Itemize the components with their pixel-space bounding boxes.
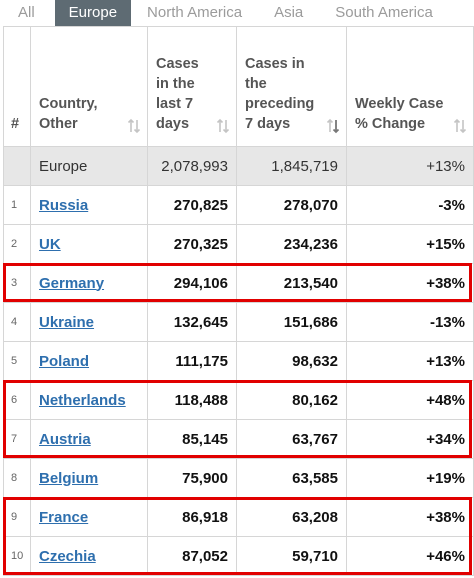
row-prev7: 278,070 [236, 185, 347, 225]
row-prev7: 59,710 [236, 536, 347, 576]
row-change: +19% [346, 458, 474, 498]
prev7-column-label: Cases in the preceding 7 days [245, 56, 315, 132]
row-last7: 75,900 [147, 458, 237, 498]
country-link[interactable]: Netherlands [39, 391, 126, 409]
table-row: 10 Czechia 87,052 59,710 +46% [3, 536, 474, 576]
country-link[interactable]: Russia [39, 196, 89, 214]
table-row: 2 UK 270,325 234,236 +15% [3, 224, 474, 264]
change-column-header[interactable]: Weekly Case % Change [346, 26, 474, 147]
row-last7: 111,175 [147, 341, 237, 381]
sort-arrows-icon[interactable] [453, 118, 467, 134]
row-country: Ukraine [30, 302, 148, 342]
table-row: 4 Ukraine 132,645 151,686 -13% [3, 302, 474, 342]
country-link[interactable]: France [39, 508, 89, 526]
country-link[interactable]: Germany [39, 274, 105, 292]
row-rank: 5 [3, 341, 31, 381]
row-prev7: 80,162 [236, 380, 347, 420]
country-link[interactable]: UK [39, 235, 61, 253]
row-change: +15% [346, 224, 474, 264]
row-country: France [30, 497, 148, 537]
row-prev7: 234,236 [236, 224, 347, 264]
table-row: 6 Netherlands 118,488 80,162 +48% [3, 380, 474, 420]
row-last7: 87,052 [147, 536, 237, 576]
table-row: 1 Russia 270,825 278,070 -3% [3, 185, 474, 225]
country-link[interactable]: Austria [39, 430, 91, 448]
row-country: Germany [30, 263, 148, 303]
table-row: 7 Austria 85,145 63,767 +34% [3, 419, 474, 459]
summary-last7: 2,078,993 [147, 146, 237, 186]
row-prev7: 98,632 [236, 341, 347, 381]
row-rank: 3 [3, 263, 31, 303]
tab-asia[interactable]: Asia [274, 4, 304, 21]
row-prev7: 63,767 [236, 419, 347, 459]
sort-arrows-icon[interactable] [216, 118, 230, 134]
rank-column-label: # [11, 116, 20, 132]
row-last7: 270,825 [147, 185, 237, 225]
row-country: Austria [30, 419, 148, 459]
tab-south-america[interactable]: South America [335, 4, 433, 21]
row-country: Russia [30, 185, 148, 225]
row-change: -13% [346, 302, 474, 342]
sort-arrows-icon[interactable] [127, 118, 141, 134]
row-rank: 6 [3, 380, 31, 420]
row-last7: 86,918 [147, 497, 237, 537]
summary-change: +13% [346, 146, 474, 186]
row-change: +34% [346, 419, 474, 459]
country-link[interactable]: Ukraine [39, 313, 95, 331]
country-link[interactable]: Belgium [39, 469, 99, 487]
change-column-label: Weekly Case % Change [355, 96, 444, 132]
summary-name: Europe [30, 146, 148, 186]
table-row: 8 Belgium 75,900 63,585 +19% [3, 458, 474, 498]
row-country: UK [30, 224, 148, 264]
tab-all[interactable]: All [18, 4, 35, 21]
row-country: Czechia [30, 536, 148, 576]
last7-column-header[interactable]: Cases in the last 7 days [147, 26, 237, 147]
summary-row: Europe 2,078,993 1,845,719 +13% [3, 146, 474, 186]
row-rank: 2 [3, 224, 31, 264]
row-last7: 118,488 [147, 380, 237, 420]
table-row: 3 Germany 294,106 213,540 +38% [3, 263, 474, 303]
row-last7: 85,145 [147, 419, 237, 459]
row-change: +38% [346, 497, 474, 537]
country-column-label: Country, Other [39, 96, 98, 132]
row-rank: 4 [3, 302, 31, 342]
region-tabs: All Europe North America Asia South Amer… [0, 0, 474, 26]
prev7-column-header[interactable]: Cases in the preceding 7 days [236, 26, 347, 147]
row-change: +46% [346, 536, 474, 576]
last7-column-label: Cases in the last 7 days [156, 56, 199, 132]
row-change: +38% [346, 263, 474, 303]
row-rank: 10 [3, 536, 31, 576]
rank-column-header: # [3, 26, 31, 147]
weekly-cases-table: # Country, Other Cases in the last 7 day… [3, 26, 474, 576]
row-prev7: 63,208 [236, 497, 347, 537]
row-prev7: 213,540 [236, 263, 347, 303]
row-last7: 294,106 [147, 263, 237, 303]
summary-prev7: 1,845,719 [236, 146, 347, 186]
table-row: 5 Poland 111,175 98,632 +13% [3, 341, 474, 381]
row-change: +13% [346, 341, 474, 381]
row-rank: 1 [3, 185, 31, 225]
row-prev7: 151,686 [236, 302, 347, 342]
row-rank: 8 [3, 458, 31, 498]
row-country: Netherlands [30, 380, 148, 420]
table-header-row: # Country, Other Cases in the last 7 day… [3, 26, 474, 147]
tab-europe[interactable]: Europe [54, 0, 132, 26]
row-rank: 9 [3, 497, 31, 537]
table-row: 9 France 86,918 63,208 +38% [3, 497, 474, 537]
row-country: Poland [30, 341, 148, 381]
tab-north-america[interactable]: North America [147, 4, 243, 21]
row-country: Belgium [30, 458, 148, 498]
country-column-header[interactable]: Country, Other [30, 26, 148, 147]
summary-rank-cell [3, 146, 31, 186]
row-last7: 132,645 [147, 302, 237, 342]
row-change: +48% [346, 380, 474, 420]
country-link[interactable]: Poland [39, 352, 90, 370]
row-rank: 7 [3, 419, 31, 459]
row-change: -3% [346, 185, 474, 225]
country-link[interactable]: Czechia [39, 547, 96, 565]
row-prev7: 63,585 [236, 458, 347, 498]
row-last7: 270,325 [147, 224, 237, 264]
sort-descending-icon[interactable] [326, 118, 340, 134]
